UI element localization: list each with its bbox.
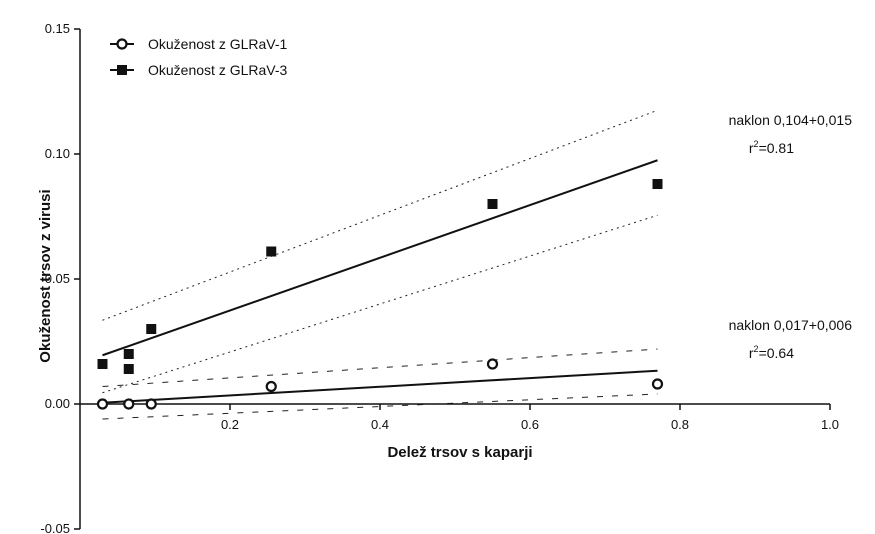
r2-value-glrav1: =0.64 [759,345,795,361]
data-point-square [652,179,663,189]
data-point-circle [486,358,499,370]
legend-label-glrav1: Okuženost z GLRaV-1 [148,36,288,52]
slope-annotation-glrav3: naklon 0,104+0,015 [729,112,853,128]
legend-label-glrav3: Okuženost z GLRaV-3 [148,62,288,78]
data-point-square [123,349,134,359]
x-tick-label: 0.6 [521,417,539,432]
confidence-bands [102,109,658,420]
r2-superscript-glrav1: 2 [754,344,759,354]
x-tick-label: 0.4 [371,417,389,432]
data-points [96,179,664,410]
data-point-circle [145,398,157,410]
regression-lines [102,159,658,404]
axes: -0.05 0.00 0.05 0.10 0.15 0.2 0.4 0.6 0.8 1.0 [40,21,839,534]
ci-upper-line [102,109,658,321]
data-point-square [487,199,498,209]
ci-upper-line [102,348,658,387]
legend-marker-glrav1 [116,38,128,50]
data-point-square [97,359,108,369]
data-point-square [123,364,134,374]
data-point-circle [123,398,135,410]
legend-marker-glrav3 [117,65,127,75]
ci-lower-line [102,393,658,420]
y-tick-label: 0.15 [45,21,70,36]
x-tick-label: 0.8 [671,417,689,432]
x-tick-label: 0.2 [221,417,239,432]
y-tick-label: 0.00 [45,396,70,411]
y-tick-label: 0.10 [45,146,70,161]
data-point-circle [96,398,109,410]
legend-item-glrav3: Okuženost z GLRaV-3 [110,62,288,78]
data-point-square [266,246,277,257]
slope-annotation-glrav1: naklon 0,017+0,006 [729,317,853,333]
y-tick-label: -0.05 [40,521,70,534]
regression-annotations: naklon 0,104+0,015 r2=0.81 naklon 0,017+… [729,112,853,361]
r2-annotation-glrav3: r2=0.81 [749,139,794,156]
data-point-circle [651,378,664,390]
y-axis-label: Okuženost trsov z virusi [37,189,54,362]
ci-lower-line [102,214,658,394]
r2-prefix-glrav3: r [749,140,754,156]
legend: Okuženost z GLRaV-1 Okuženost z GLRaV-3 [110,36,288,78]
x-tick-label: 1.0 [821,417,839,432]
data-point-square [146,324,157,334]
r2-superscript-glrav3: 2 [754,139,759,149]
data-point-circle [265,380,277,393]
r2-value-glrav3: =0.81 [759,140,795,156]
regression-line [102,369,658,404]
legend-item-glrav1: Okuženost z GLRaV-1 [110,36,288,52]
r2-prefix-glrav1: r [749,345,754,361]
x-axis-label: Delež trsov s kaparji [387,444,532,461]
y-tick-label: 0.05 [45,271,70,286]
r2-annotation-glrav1: r2=0.64 [749,344,794,361]
regression-line [102,159,658,357]
